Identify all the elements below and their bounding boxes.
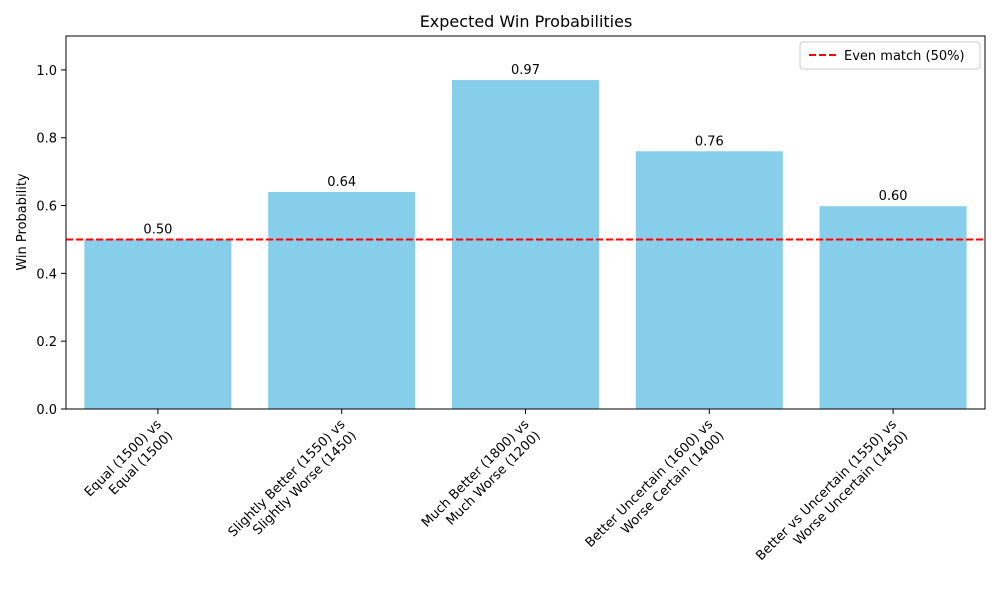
x-tick-label-line: Slightly Better (1550) vs — [226, 417, 349, 540]
x-tick-label: Much Better (1800) vsMuch Worse (1200) — [419, 417, 544, 542]
legend: Even match (50%) — [799, 41, 981, 70]
bar-value-label: 0.60 — [879, 189, 908, 204]
y-tick-label: 0.8 — [36, 132, 57, 147]
y-tick-label: 0.4 — [36, 267, 57, 282]
y-tick-label: 1.0 — [36, 64, 57, 79]
x-tick-label-line: Better vs Uncertain (1550) vs — [753, 417, 900, 564]
y-axis-label: Win Probability — [15, 173, 30, 271]
legend-box — [799, 41, 981, 70]
x-tick-label-line: Much Better (1800) vs — [419, 417, 533, 531]
bar — [451, 80, 600, 409]
y-tick-label: 0.6 — [36, 200, 57, 215]
bar-value-label: 0.64 — [327, 175, 356, 190]
x-tick-label-line: Much Worse (1200) — [444, 429, 544, 529]
y-tick-label: 0.0 — [36, 403, 57, 418]
bar — [84, 239, 232, 409]
y-tick-label: 0.2 — [36, 335, 57, 350]
x-tick-label: Better vs Uncertain (1550) vsWorse Uncer… — [753, 417, 911, 575]
x-tick-label: Equal (1500) vsEqual (1500) — [82, 417, 176, 511]
bar — [635, 151, 783, 410]
bar — [268, 191, 416, 409]
chart-title: Expected Win Probabilities — [420, 12, 633, 31]
x-tick-label: Slightly Better (1550) vsSlightly Worse … — [226, 417, 360, 551]
x-tick-label-line: Worse Uncertain (1450) — [791, 429, 911, 549]
legend-label: Even match (50%) — [844, 49, 965, 64]
bar-value-label: 0.50 — [143, 222, 172, 237]
bar-value-label: 0.76 — [695, 134, 724, 149]
bar — [819, 206, 967, 409]
x-tick-label: Better Uncertain (1600) vsWorse Certain … — [583, 417, 728, 562]
x-tick-label-line: Better Uncertain (1600) vs — [583, 417, 717, 551]
bar-value-label: 0.97 — [511, 63, 540, 78]
x-tick-label-line: Worse Certain (1400) — [619, 429, 728, 538]
plot-area: 0.50 0.64 0.97 0.76 0.60 0.0 0.2 0.4 0.6 0.8 1.0 Eq… — [36, 35, 986, 575]
x-tick-label-line: Slightly Worse (1450) — [250, 429, 360, 539]
